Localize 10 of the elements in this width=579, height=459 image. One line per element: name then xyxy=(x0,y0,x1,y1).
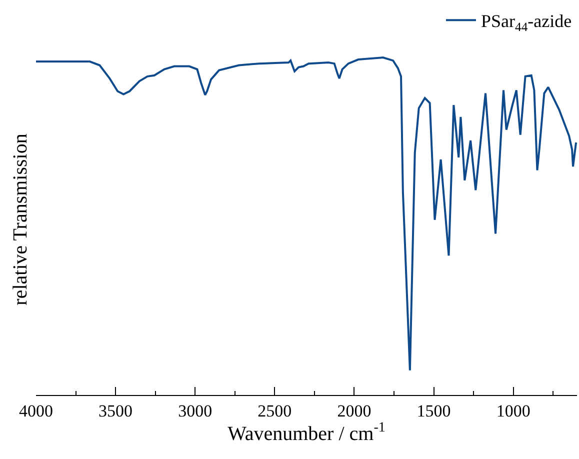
x-tick-label: 2500 xyxy=(258,402,292,421)
x-tick-label: 3500 xyxy=(98,402,133,421)
x-tick-label: 3000 xyxy=(178,402,212,421)
x-axis-title: Wavenumber / cm$^{-1}$ xyxy=(228,420,386,446)
x-tick-label: 4000 xyxy=(19,402,53,421)
y-axis-title: relative Transmission xyxy=(10,134,32,306)
x-tick-label: 1500 xyxy=(416,402,451,421)
x-tick-label: 1000 xyxy=(496,402,530,421)
x-tick-label: 2000 xyxy=(337,402,372,421)
legend-label: PSar$_{44}$-azide xyxy=(481,11,572,34)
